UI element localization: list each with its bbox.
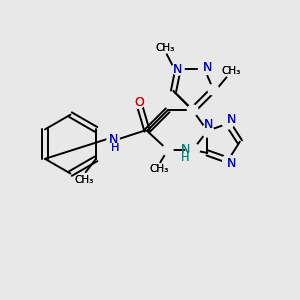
Text: N: N bbox=[109, 133, 118, 146]
Text: H: H bbox=[110, 143, 119, 153]
Ellipse shape bbox=[223, 118, 233, 129]
Text: O: O bbox=[134, 96, 144, 109]
Text: N: N bbox=[181, 143, 190, 157]
Ellipse shape bbox=[223, 155, 233, 166]
Text: N: N bbox=[203, 61, 212, 74]
Text: H: H bbox=[110, 143, 119, 153]
Text: N: N bbox=[227, 112, 236, 126]
Text: N: N bbox=[227, 157, 236, 170]
Text: CH₃: CH₃ bbox=[221, 66, 241, 76]
Ellipse shape bbox=[208, 84, 219, 95]
Ellipse shape bbox=[223, 155, 233, 166]
Text: N: N bbox=[203, 118, 213, 131]
Text: CH₃: CH₃ bbox=[149, 164, 169, 174]
Text: N: N bbox=[173, 62, 182, 76]
Text: CH₃: CH₃ bbox=[155, 43, 174, 53]
Text: CH₃: CH₃ bbox=[155, 43, 174, 53]
Text: N: N bbox=[227, 157, 236, 170]
Ellipse shape bbox=[172, 63, 184, 75]
Text: H: H bbox=[181, 153, 190, 163]
Ellipse shape bbox=[188, 105, 198, 116]
Ellipse shape bbox=[134, 98, 144, 108]
Ellipse shape bbox=[202, 125, 213, 137]
Ellipse shape bbox=[107, 134, 119, 146]
Text: N: N bbox=[227, 112, 236, 126]
Text: CH₃: CH₃ bbox=[75, 175, 94, 185]
Ellipse shape bbox=[199, 63, 210, 75]
Text: CH₃: CH₃ bbox=[221, 66, 241, 76]
Text: N: N bbox=[181, 143, 190, 157]
Ellipse shape bbox=[134, 98, 144, 108]
Ellipse shape bbox=[199, 63, 210, 75]
Ellipse shape bbox=[202, 125, 213, 137]
Text: N: N bbox=[173, 62, 182, 76]
Text: N: N bbox=[203, 118, 213, 131]
Ellipse shape bbox=[107, 134, 119, 146]
Ellipse shape bbox=[186, 143, 199, 157]
Text: CH₃: CH₃ bbox=[149, 164, 169, 174]
Text: N: N bbox=[109, 133, 118, 146]
Text: CH₃: CH₃ bbox=[75, 175, 94, 185]
Ellipse shape bbox=[172, 63, 184, 75]
Ellipse shape bbox=[186, 143, 199, 157]
Ellipse shape bbox=[162, 145, 173, 155]
Text: N: N bbox=[203, 61, 212, 74]
Text: H: H bbox=[181, 153, 190, 163]
Ellipse shape bbox=[223, 118, 233, 129]
Text: O: O bbox=[134, 96, 144, 110]
